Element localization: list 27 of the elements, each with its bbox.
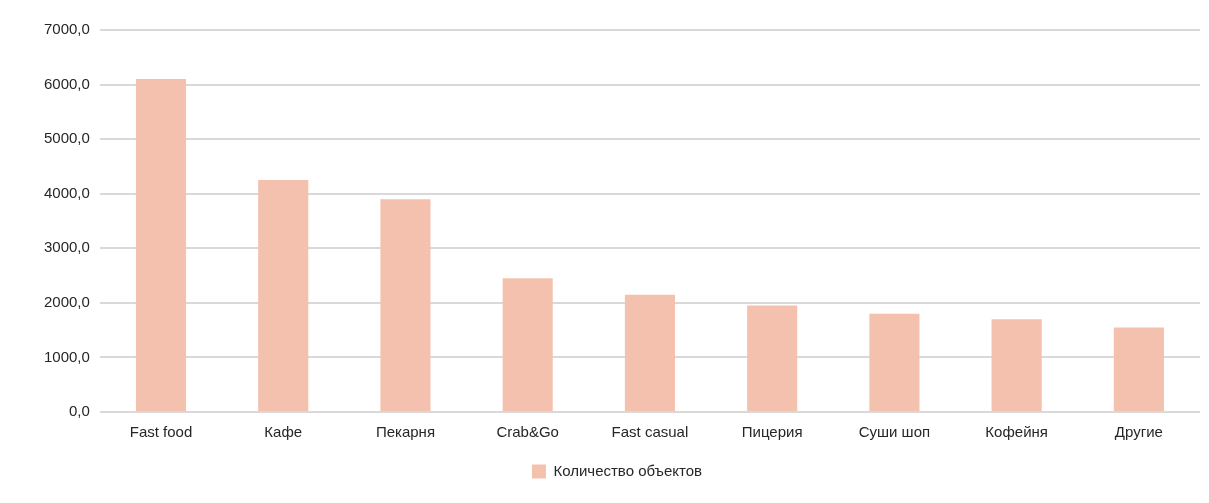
bar (869, 313, 920, 411)
legend-label: Количество объектов (553, 461, 703, 479)
y-tick-label: 1000,0 (43, 347, 90, 365)
y-tick-label: 5000,0 (43, 129, 90, 147)
x-tick-label: Кофейня (985, 423, 1048, 441)
bar (624, 294, 675, 411)
x-tick-label: Fast food (129, 423, 193, 441)
y-tick-label: 2000,0 (43, 293, 90, 310)
y-tick-label: 0,0 (69, 402, 90, 420)
x-tick-label: Fast casual (611, 423, 689, 441)
bar (1113, 327, 1164, 411)
bar (135, 79, 187, 411)
y-tick-label: 3000,0 (43, 238, 90, 256)
x-tick-label: Пекарня (375, 423, 436, 441)
x-tick-label: Кафе (264, 423, 303, 441)
x-tick-label: Crab&Go (496, 423, 559, 441)
x-tick-label: Пицерия (741, 423, 803, 441)
x-tick-label: Другие (1114, 423, 1163, 441)
bar (502, 278, 553, 411)
x-tick-label: Суши шоп (858, 423, 931, 441)
y-tick-label: 4000,0 (43, 183, 90, 201)
bar (991, 319, 1042, 411)
bar (380, 199, 431, 411)
y-tick-label: 6000,0 (43, 74, 90, 92)
y-tick-label: 7000,0 (43, 20, 90, 38)
bar (258, 180, 309, 411)
bar (747, 305, 798, 411)
